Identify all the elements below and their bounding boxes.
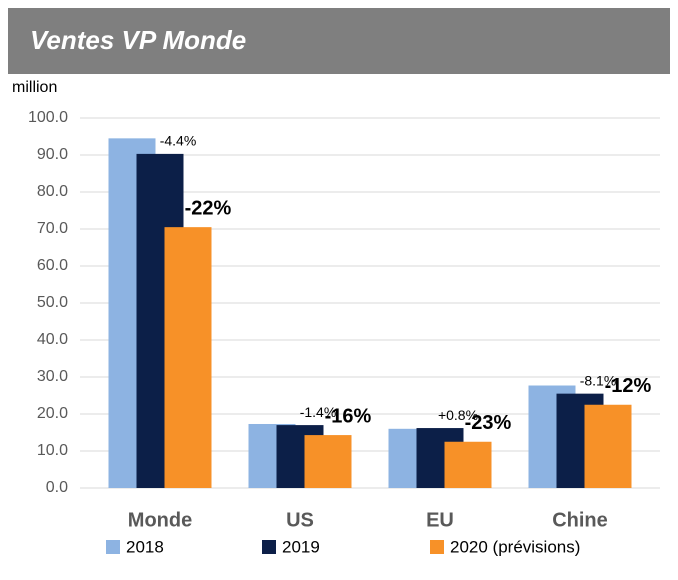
y-tick-label: 0.0 (46, 479, 68, 496)
chart-title: Ventes VP Monde (30, 25, 246, 55)
y-axis-label: million (12, 79, 57, 96)
y-tick-label: 10.0 (37, 442, 68, 459)
legend-label: 2018 (126, 537, 164, 556)
x-tick-label: US (286, 509, 314, 531)
annotation: -12% (605, 375, 652, 397)
x-tick-label: Chine (552, 509, 608, 531)
legend-swatch (106, 540, 120, 554)
annotation: -16% (325, 405, 372, 427)
bar (164, 227, 212, 488)
legend-swatch (262, 540, 276, 554)
annotation: -8.1% (580, 372, 617, 388)
annotation: -1.4% (300, 404, 337, 420)
y-tick-label: 40.0 (37, 331, 68, 348)
annotation: +0.8% (438, 407, 478, 423)
annotation: -23% (465, 412, 512, 434)
x-tick-label: Monde (128, 509, 192, 531)
y-tick-label: 30.0 (37, 368, 68, 385)
bar (584, 404, 632, 488)
legend-label: 2020 (prévisions) (450, 537, 580, 556)
y-tick-label: 50.0 (37, 294, 68, 311)
bar (444, 441, 492, 488)
y-tick-label: 60.0 (37, 257, 68, 274)
x-tick-label: EU (426, 509, 454, 531)
y-tick-label: 100.0 (28, 109, 68, 126)
y-tick-label: 80.0 (37, 183, 68, 200)
legend-swatch (430, 540, 444, 554)
y-tick-label: 20.0 (37, 405, 68, 422)
annotation: -22% (185, 197, 232, 219)
annotation: -4.4% (160, 133, 197, 149)
y-tick-label: 90.0 (37, 146, 68, 163)
legend-label: 2019 (282, 537, 320, 556)
title-bar (8, 8, 670, 74)
y-tick-label: 70.0 (37, 220, 68, 237)
bar (304, 435, 352, 488)
